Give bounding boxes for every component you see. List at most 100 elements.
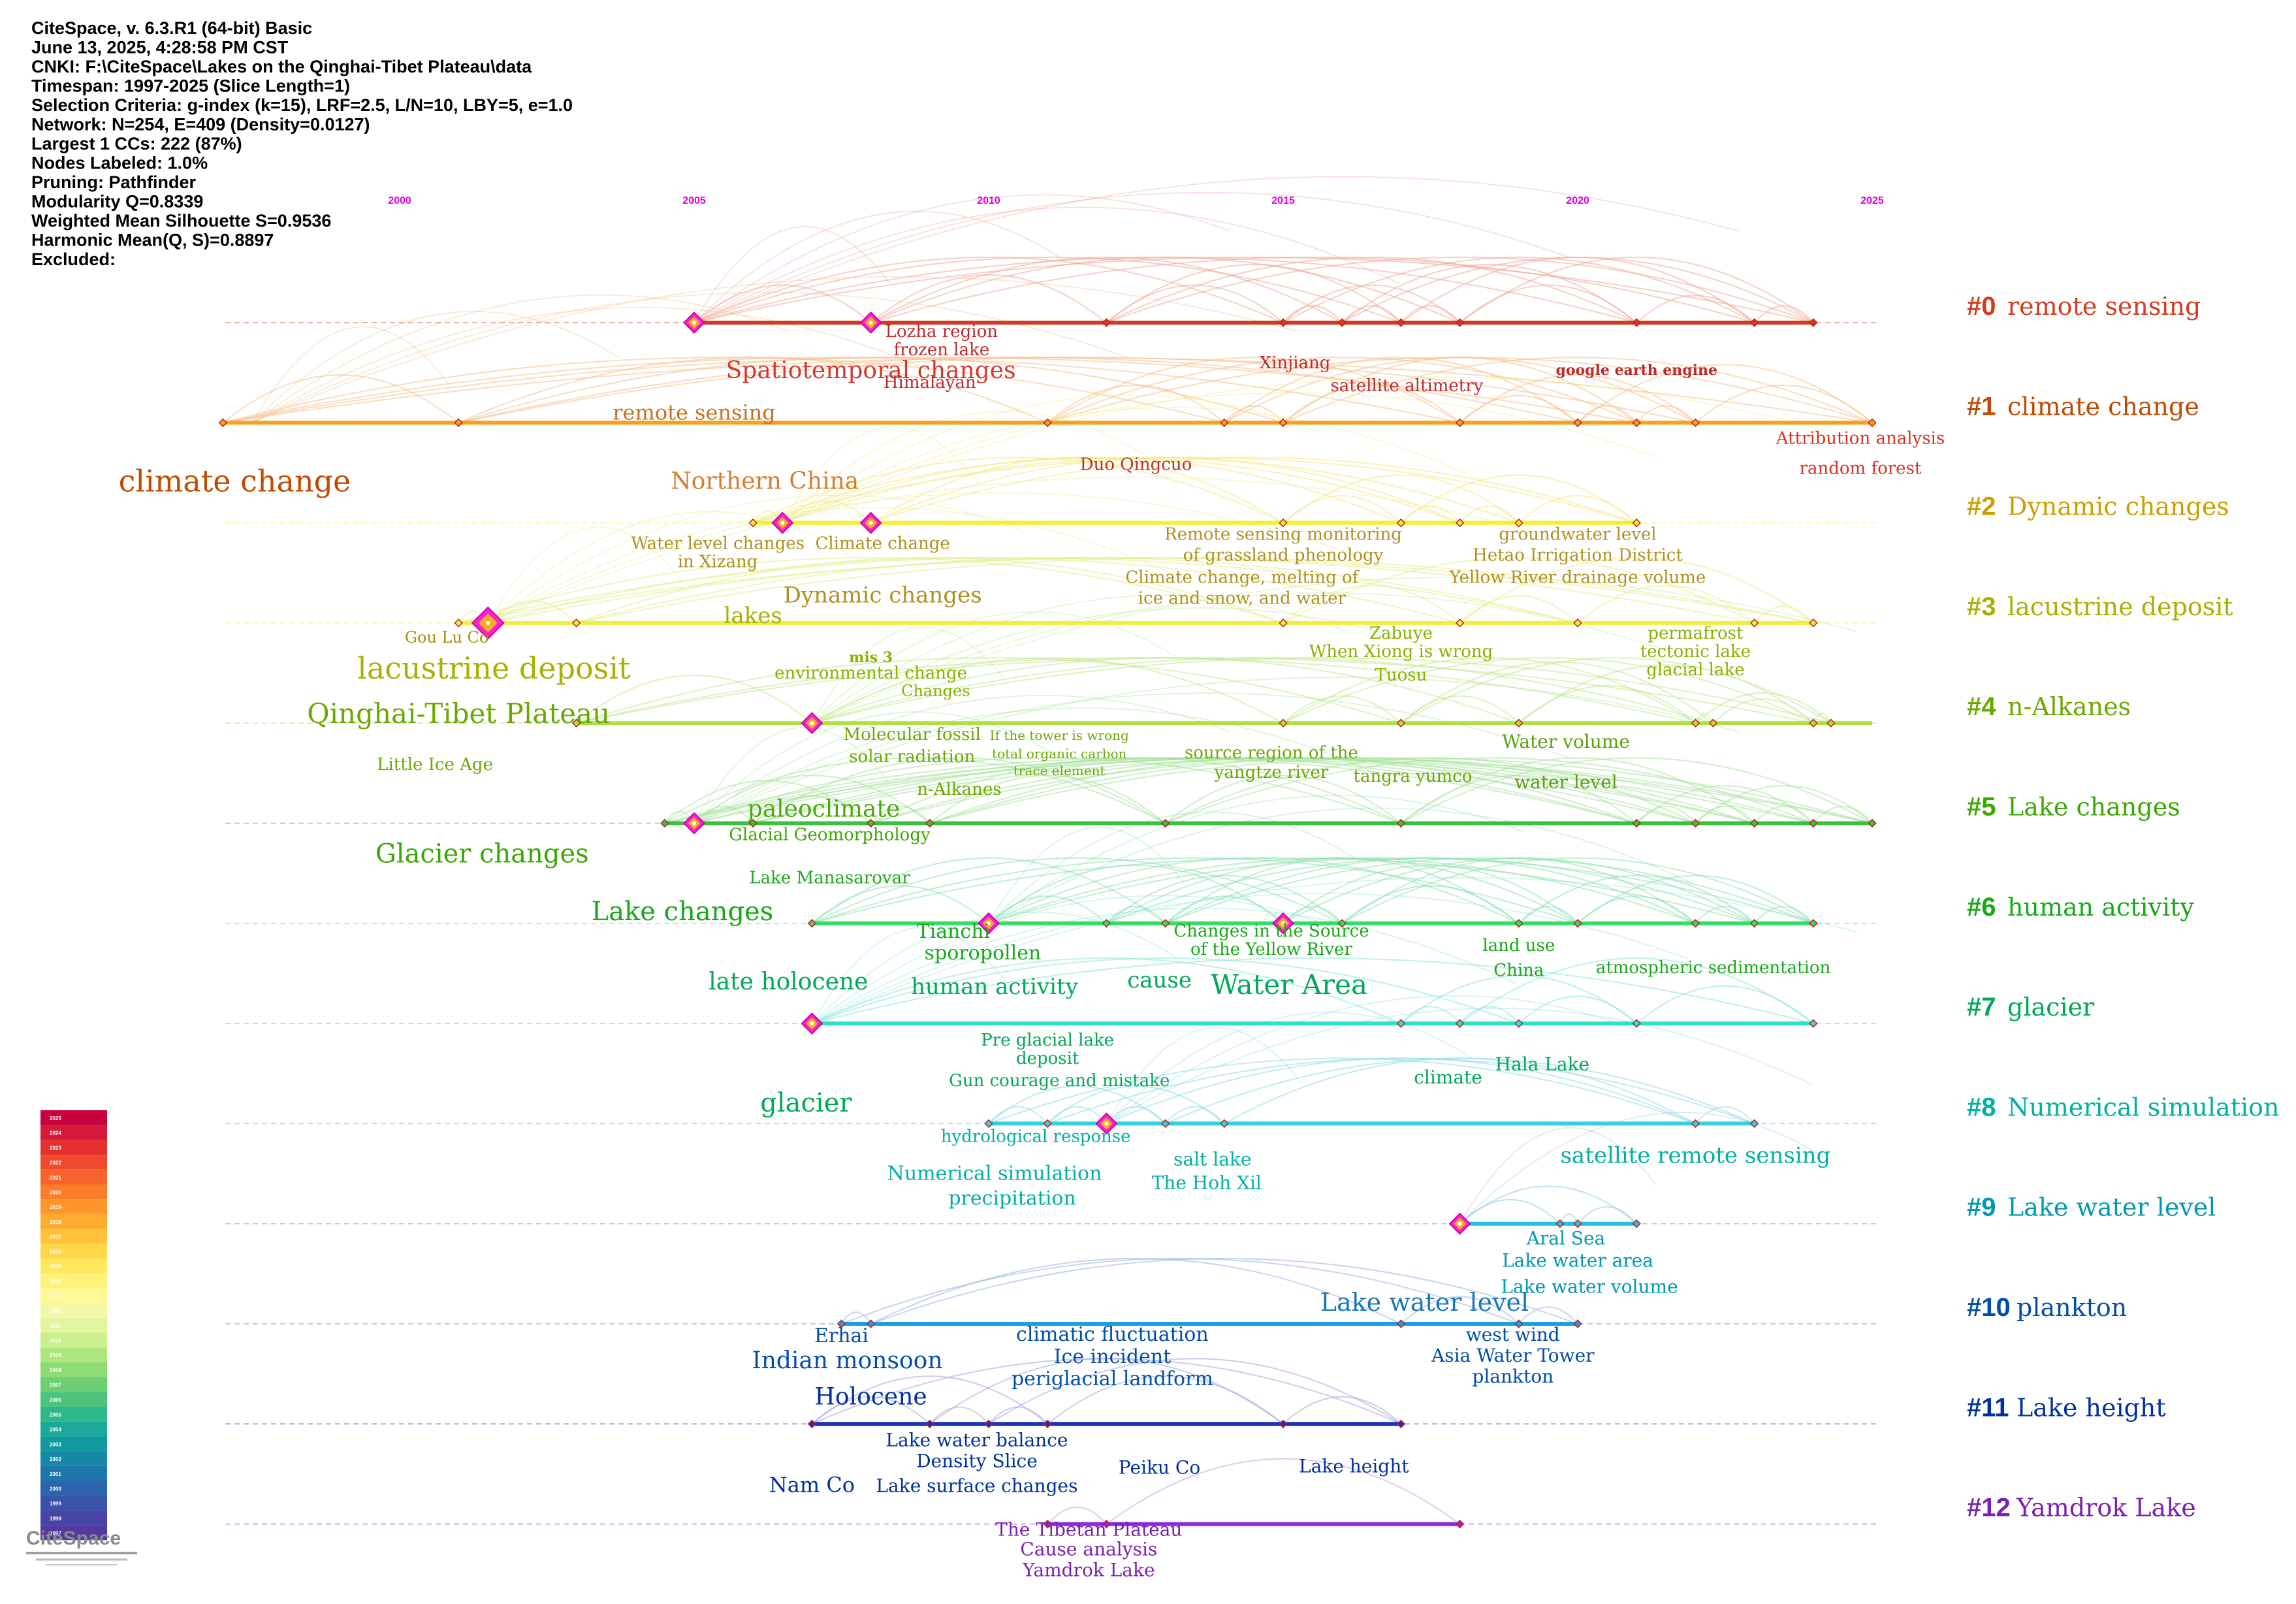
keyword-node[interactable] [1279, 318, 1288, 327]
keyword-node[interactable] [1396, 1419, 1406, 1429]
keyword-node[interactable] [1396, 518, 1406, 528]
keyword-node[interactable] [1160, 919, 1170, 928]
keyword-node[interactable] [1691, 818, 1700, 828]
keyword-node[interactable] [571, 718, 581, 728]
keyword-node[interactable] [1514, 518, 1523, 528]
keyword-node[interactable] [866, 818, 876, 828]
keyword-node[interactable] [1160, 1119, 1170, 1129]
keyword-node[interactable] [859, 511, 882, 534]
keyword-node[interactable] [1632, 818, 1641, 828]
keyword-node[interactable] [1573, 1219, 1582, 1228]
keyword-node[interactable] [1514, 718, 1523, 728]
keyword-node[interactable] [1868, 418, 1877, 428]
keyword-node[interactable] [1749, 818, 1759, 828]
keyword-node[interactable] [1043, 1119, 1052, 1129]
keyword-node[interactable] [1448, 1212, 1471, 1235]
keyword-node[interactable] [1749, 318, 1759, 327]
keyword-node[interactable] [1691, 1119, 1700, 1129]
keyword-node[interactable] [1455, 418, 1465, 428]
keyword-node[interactable] [1514, 1319, 1523, 1328]
keyword-node[interactable] [1396, 1319, 1406, 1328]
keyword-node[interactable] [1691, 718, 1700, 728]
keyword-node[interactable] [1573, 618, 1582, 628]
keyword-node[interactable] [1396, 318, 1406, 327]
keyword-node[interactable] [1095, 1112, 1118, 1135]
keyword-node[interactable] [1043, 1419, 1052, 1429]
keyword-node[interactable] [1632, 418, 1641, 428]
keyword-node[interactable] [1455, 1019, 1465, 1028]
keyword-node[interactable] [748, 818, 757, 828]
keyword-node[interactable] [1043, 1519, 1052, 1529]
keyword-node[interactable] [1691, 418, 1700, 428]
keyword-node[interactable] [1555, 1219, 1565, 1228]
keyword-node[interactable] [1160, 818, 1170, 828]
keyword-node[interactable] [984, 1419, 993, 1429]
keyword-node[interactable] [1279, 618, 1288, 628]
keyword-node[interactable] [454, 618, 463, 628]
keyword-node[interactable] [1708, 718, 1718, 728]
keyword-node[interactable] [1043, 418, 1052, 428]
keyword-node[interactable] [660, 818, 669, 828]
keyword-node[interactable] [748, 518, 757, 528]
keyword-node[interactable] [1396, 818, 1406, 828]
keyword-node[interactable] [1826, 718, 1836, 728]
keyword-node[interactable] [1396, 718, 1406, 728]
keyword-node[interactable] [1809, 818, 1818, 828]
keyword-node[interactable] [1514, 919, 1523, 928]
keyword-node[interactable] [1337, 318, 1347, 327]
keyword-node[interactable] [1279, 718, 1288, 728]
keyword-node[interactable] [1809, 919, 1818, 928]
keyword-node[interactable] [1102, 318, 1111, 327]
keyword-node[interactable] [837, 1319, 846, 1328]
keyword-node[interactable] [1632, 1019, 1641, 1028]
keyword-node[interactable] [1632, 1219, 1641, 1228]
keyword-node[interactable] [683, 312, 705, 334]
keyword-node[interactable] [1868, 818, 1877, 828]
keyword-node[interactable] [925, 1419, 934, 1429]
keyword-node[interactable] [1220, 418, 1229, 428]
keyword-node[interactable] [925, 818, 934, 828]
keyword-node[interactable] [1809, 718, 1818, 728]
keyword-node[interactable] [978, 912, 1000, 935]
keyword-node[interactable] [1573, 418, 1582, 428]
keyword-node[interactable] [1272, 912, 1294, 935]
keyword-node[interactable] [1573, 1319, 1582, 1328]
keyword-node[interactable] [1749, 919, 1759, 928]
keyword-node[interactable] [866, 1319, 876, 1328]
citation-arc [752, 457, 1637, 524]
keyword-node[interactable] [801, 712, 823, 735]
keyword-node[interactable] [807, 1419, 817, 1429]
keyword-node[interactable] [1749, 1119, 1759, 1129]
keyword-node[interactable] [1337, 919, 1347, 928]
keyword-node[interactable] [471, 606, 505, 640]
keyword-node[interactable] [1455, 618, 1465, 628]
keyword-node[interactable] [683, 812, 705, 835]
keyword-node[interactable] [1455, 318, 1465, 327]
keyword-node[interactable] [1279, 418, 1288, 428]
keyword-node[interactable] [771, 511, 794, 534]
keyword-node[interactable] [1632, 318, 1641, 327]
keyword-node[interactable] [1514, 1019, 1523, 1028]
keyword-node[interactable] [1809, 318, 1818, 327]
keyword-node[interactable] [1455, 518, 1465, 528]
keyword-node[interactable] [1691, 919, 1700, 928]
keyword-node[interactable] [1102, 1519, 1111, 1529]
keyword-node[interactable] [1279, 1419, 1288, 1429]
keyword-node[interactable] [1573, 919, 1582, 928]
keyword-node[interactable] [1632, 518, 1641, 528]
keyword-node[interactable] [1809, 1019, 1818, 1028]
keyword-node[interactable] [571, 618, 581, 628]
keyword-node[interactable] [1396, 1019, 1406, 1028]
keyword-node[interactable] [454, 418, 463, 428]
keyword-node[interactable] [1455, 1519, 1465, 1529]
keyword-node[interactable] [1279, 518, 1288, 528]
keyword-node[interactable] [859, 312, 882, 334]
keyword-node[interactable] [1220, 1119, 1229, 1129]
keyword-node[interactable] [1749, 618, 1759, 628]
keyword-node[interactable] [807, 919, 817, 928]
keyword-node[interactable] [1102, 919, 1111, 928]
keyword-node[interactable] [801, 1012, 823, 1035]
keyword-node[interactable] [984, 1119, 993, 1129]
keyword-node[interactable] [218, 418, 228, 428]
keyword-node[interactable] [1809, 618, 1818, 628]
